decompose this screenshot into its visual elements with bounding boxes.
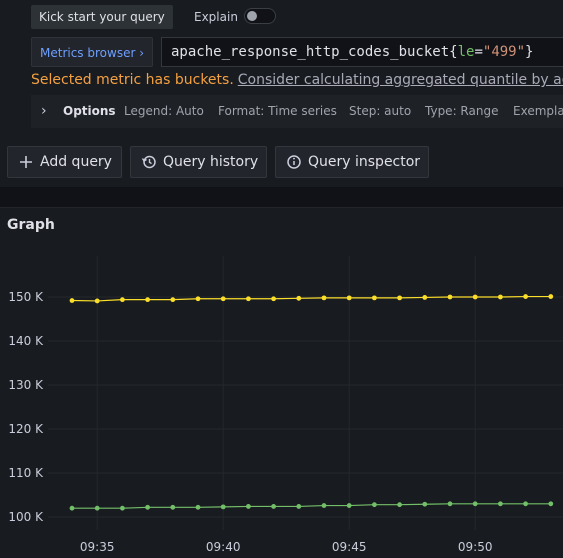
query-label-value: "499" [482,44,526,60]
toggle-knob [247,11,257,21]
query-history-label: Query history [163,154,259,170]
query-editor: Kick start your query Explain Metrics br… [0,0,563,187]
graph-panel: 100 K 110 K 120 K 130 K 140 K 150 K 09:35 09:4… [0,207,563,558]
data-point[interactable] [94,505,100,511]
option-exemplar: Exemplar [513,104,563,118]
data-point[interactable] [69,298,75,303]
option-format: Format: Time series [218,104,337,118]
data-point[interactable] [246,296,251,302]
query-close-brace: } [525,44,534,60]
data-point[interactable] [271,504,276,509]
data-point[interactable] [296,504,302,509]
data-point[interactable] [246,504,251,509]
series-line-1 [71,295,551,302]
y-tick-label: 100 K [8,510,44,524]
series-points [69,294,554,511]
add-query-button[interactable]: Add query [7,146,122,178]
data-point[interactable] [195,296,201,302]
options-title: Options [63,104,116,118]
data-point[interactable] [422,295,428,300]
data-point[interactable] [372,295,377,301]
y-tick-label: 140 K [8,334,44,348]
data-point[interactable] [220,296,226,302]
metrics-browser-button[interactable]: Metrics browser › [31,37,153,67]
data-point[interactable] [346,295,352,301]
data-point[interactable] [271,296,276,302]
data-point[interactable] [498,294,503,300]
query-input[interactable]: apache_response_http_codes_bucket{le="49… [161,37,563,67]
explain-toggle[interactable] [244,8,276,24]
data-point[interactable] [523,501,528,507]
y-axis: 100 K 110 K 120 K 130 K 140 K 150 K [8,290,44,524]
graph-chart[interactable]: 100 K 110 K 120 K 130 K 140 K 150 K 09:35 09:4… [0,208,563,558]
data-point[interactable] [447,501,453,507]
data-point[interactable] [170,504,176,510]
series-lines [71,295,551,509]
series-line-2 [72,503,551,509]
option-legend: Legend: Auto [124,104,204,118]
add-query-label: Add query [40,154,112,170]
data-point[interactable] [498,501,503,507]
data-point[interactable] [372,502,377,508]
data-point[interactable] [195,504,201,510]
bucket-warning: Selected metric has buckets. Consider cal… [31,72,563,88]
info-icon [287,155,301,169]
query-inspector-button[interactable]: Query inspector [275,146,429,178]
x-tick-label: 09:35 [80,540,115,554]
plus-icon [20,156,32,168]
x-tick-label: 09:45 [332,540,367,554]
query-inspector-label: Query inspector [308,154,421,170]
query-metric: apache_response_http_codes_bucket [171,44,450,60]
y-tick-label: 120 K [8,422,44,436]
data-point[interactable] [69,505,75,511]
query-history-button[interactable]: Query history [130,146,267,178]
data-point[interactable] [346,503,352,508]
panel-title: Graph [7,217,55,233]
data-point[interactable] [523,294,528,299]
data-point[interactable] [170,297,176,303]
x-axis: 09:35 09:40 09:45 09:50 [80,540,493,554]
query-eq: = [474,44,483,60]
kick-start-query-button[interactable]: Kick start your query [31,5,173,29]
option-type: Type: Range [425,104,499,118]
data-point[interactable] [548,294,554,299]
data-point[interactable] [321,503,327,508]
chevron-right-icon[interactable]: › [41,103,47,119]
warning-text: Selected metric has buckets. [31,72,234,88]
query-open-brace: { [449,44,458,60]
x-tick-label: 09:50 [458,540,493,554]
data-point[interactable] [422,501,428,507]
data-point[interactable] [548,501,554,507]
data-point[interactable] [397,295,402,301]
data-point[interactable] [472,501,478,507]
data-point[interactable] [472,294,478,300]
data-point[interactable] [120,297,125,303]
data-point[interactable] [120,505,125,511]
history-icon [141,155,156,169]
y-tick-label: 150 K [8,290,44,304]
data-point[interactable] [397,502,402,508]
data-point[interactable] [296,295,302,301]
data-point[interactable] [220,504,226,510]
data-point[interactable] [94,298,100,304]
option-step: Step: auto [349,104,412,118]
data-point[interactable] [145,297,151,303]
data-point[interactable] [447,294,453,300]
options-row[interactable]: › Options Legend: Auto Format: Time seri… [31,95,563,128]
query-label-key: le [457,44,475,60]
quantile-link[interactable]: Consider calculating aggregated quantile… [237,72,563,88]
x-tick-label: 09:40 [206,540,241,554]
data-point[interactable] [321,295,327,301]
data-point[interactable] [145,504,151,510]
y-tick-label: 110 K [8,466,44,480]
explain-label: Explain [194,10,238,24]
y-tick-label: 130 K [8,378,44,392]
